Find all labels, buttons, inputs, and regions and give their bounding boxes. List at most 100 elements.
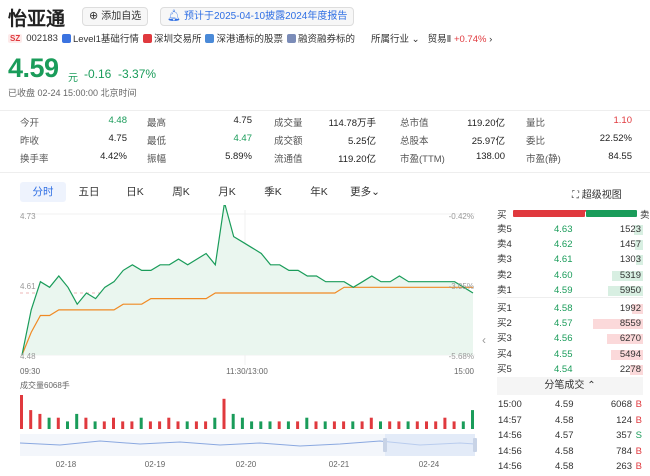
level-price: 4.57 (554, 318, 573, 330)
market-status: 已收盘 02-24 15:00:00 北京时间 (8, 88, 137, 98)
level-volume: 5319 (619, 269, 641, 281)
y-axis-bottom: 4.48 (20, 352, 36, 361)
sector-link[interactable]: 贸易Ⅱ +0.74% › (428, 31, 493, 45)
stat-value: 84.55 (608, 151, 632, 162)
sector-change: +0.74% (453, 34, 487, 45)
connect-icon (205, 34, 215, 43)
tab-5day[interactable]: 五日 (78, 186, 100, 198)
volume-bar (139, 417, 143, 429)
intraday-chart[interactable]: 4.73 4.61 4.48 -0.42% -3.05% -5.68% 09:3… (0, 205, 490, 476)
tab-monthly-k[interactable]: 月K (218, 186, 236, 198)
level-price: 4.56 (554, 333, 573, 345)
level-label: 买5 (497, 363, 512, 375)
volume-bar (406, 421, 410, 429)
trade-time: 15:00 (498, 399, 522, 410)
orderbook-row[interactable]: 买2 4.57 8559 (497, 317, 643, 331)
margin-icon (286, 34, 296, 43)
volume-bar (342, 421, 346, 429)
orderbook-row[interactable]: 卖5 4.63 1523 (497, 223, 643, 237)
level1-icon (61, 34, 71, 43)
stat-value: 5.89% (225, 151, 252, 162)
orderbook-row[interactable]: 买5 4.54 2278 (497, 363, 643, 377)
stat-label: 委比 (526, 136, 546, 147)
change-value: -0.16 (84, 67, 112, 81)
date-tick: 02-21 (329, 460, 350, 469)
exchange-tag[interactable]: 深圳交易所 (142, 31, 201, 45)
tab-quarterly-k[interactable]: 季K (264, 186, 282, 198)
overview-window[interactable] (385, 434, 475, 456)
report-forecast-button[interactable]: 🔔︎ 预计于2025-04-10披露2024年度报告 (160, 7, 355, 26)
current-price: 4.59 (8, 53, 59, 83)
trade-volume: 357 (616, 430, 632, 441)
report-forecast-label: 预计于2025-04-10披露2024年度报告 (183, 11, 348, 22)
volume-bar (158, 421, 162, 429)
tab-intraday[interactable]: 分时 (20, 182, 66, 202)
level-label: 卖4 (497, 239, 512, 251)
stat-label: 市盈(TTM) (400, 154, 445, 165)
ratio-divider (581, 210, 587, 217)
overview-strip[interactable] (20, 434, 475, 456)
volume-bar (240, 417, 244, 429)
tab-weekly-k[interactable]: 周K (172, 186, 190, 198)
tab-more[interactable]: 更多⌄ (342, 182, 388, 202)
expand-icon: ⛶ (572, 190, 579, 201)
volume-bar (629, 364, 643, 375)
industry-dropdown[interactable]: 所属行业 ⌄ (371, 31, 420, 45)
volume-bar (608, 285, 643, 296)
sector-label: 贸易Ⅱ (427, 34, 452, 45)
level1-tag[interactable]: Level1基础行情 (61, 31, 139, 45)
orderbook-row[interactable]: 买3 4.56 6270 (497, 332, 643, 346)
volume-bar (323, 421, 327, 429)
overview-handle-right[interactable] (473, 438, 477, 452)
orderbook-row[interactable]: 买4 4.55 5494 (497, 348, 643, 362)
volume-bar (631, 304, 643, 314)
trade-row: 14:57 4.58 124 B (498, 414, 644, 428)
volume-bar (634, 225, 643, 235)
divider (0, 110, 650, 111)
volume-bar (296, 421, 300, 429)
sell-ratio-bar (586, 210, 637, 217)
y-axis-top: 4.73 (20, 212, 36, 221)
volume-bar (112, 417, 115, 429)
add-watchlist-button[interactable]: ⊕ 添加自选 (82, 7, 149, 26)
volume-bar (93, 421, 97, 429)
margin-tag[interactable]: 融资融券标的 (286, 31, 355, 45)
y-axis-mid: 4.61 (20, 282, 36, 291)
volume-bar (102, 421, 106, 429)
stat-label: 今开 (20, 118, 40, 129)
level-price: 4.62 (554, 239, 573, 251)
volume-bar (47, 417, 51, 429)
level-volume: 1303 (619, 254, 641, 266)
super-view-button[interactable]: ⛶ 超级视图 (572, 186, 622, 201)
date-tick: 02-20 (236, 460, 257, 469)
collapse-arrow-icon[interactable]: ‹ (482, 333, 486, 347)
trade-price: 4.58 (555, 461, 574, 472)
time-start: 09:30 (20, 367, 41, 376)
bell-icon: 🔔︎ (167, 10, 181, 22)
stat-value: 4.47 (233, 133, 253, 144)
trade-row: 15:00 4.59 6068 B (498, 398, 644, 412)
trade-side: B (635, 461, 642, 472)
volume-bar (388, 421, 392, 429)
orderbook-row[interactable]: 卖4 4.62 1457 (497, 238, 643, 252)
volume-bar (213, 417, 217, 429)
connect-tag[interactable]: 深港通标的股票 (205, 31, 283, 45)
level-price: 4.55 (554, 348, 573, 360)
orderbook-row[interactable]: 卖2 4.60 5319 (497, 269, 643, 283)
stat-value: 25.97亿 (471, 136, 505, 147)
stat-value: 5.25亿 (348, 136, 376, 147)
tab-yearly-k[interactable]: 年K (310, 186, 328, 198)
level-label: 买4 (497, 348, 512, 360)
stat-value: 4.75 (108, 133, 128, 144)
volume-bar (231, 413, 235, 429)
orderbook-row[interactable]: 卖1 4.59 5950 (497, 284, 643, 298)
chevron-up-icon: ⌃ (587, 380, 596, 391)
overview-handle-left[interactable] (383, 438, 387, 452)
tab-daily-k[interactable]: 日K (126, 186, 144, 198)
volume-bar (369, 417, 373, 429)
orderbook-row[interactable]: 买1 4.58 1992 (497, 302, 643, 316)
volume-bar (84, 417, 88, 429)
orderbook-row[interactable]: 卖3 4.61 1303 (497, 253, 643, 267)
trades-header[interactable]: 分笔成交 ⌃ (497, 377, 643, 395)
volume-bar (268, 421, 272, 429)
